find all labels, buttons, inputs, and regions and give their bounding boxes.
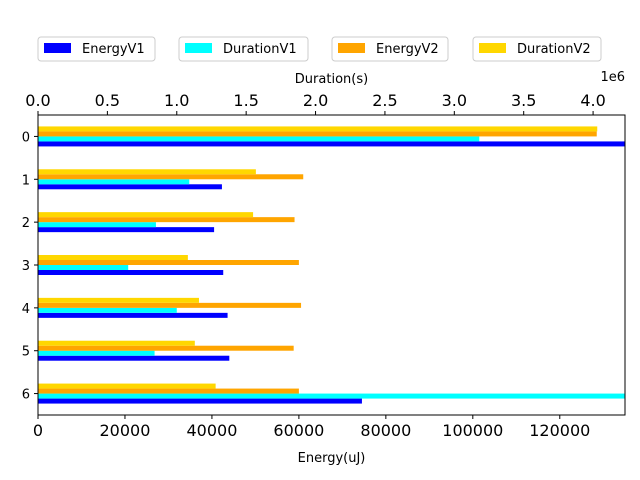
legend-label: DurationV1 (223, 42, 297, 57)
bar-energyv2-5 (38, 345, 294, 351)
y-tick-label: 1 (22, 173, 30, 188)
bar-durationv2-3 (38, 255, 188, 260)
legend-label: DurationV2 (517, 42, 591, 57)
bar-durationv1-1 (38, 179, 190, 185)
bar-durationv2-1 (38, 169, 256, 175)
y-tick-label: 6 (22, 388, 30, 403)
bar-durationv2-2 (38, 212, 254, 218)
bar-energyv1-3 (38, 270, 224, 275)
x-top-tick-label: 1.5 (233, 91, 258, 110)
x-bottom-tick-label: 0 (33, 421, 43, 440)
x-top-tick-label: 3.0 (442, 91, 467, 110)
y-tick-label: 3 (22, 259, 30, 274)
bar-durationv2-0 (38, 126, 598, 132)
bar-energyv1-2 (38, 227, 215, 233)
bar-energyv1-6 (38, 398, 362, 404)
x-top-offset-text: 1e6 (600, 70, 625, 85)
legend-label: EnergyV2 (376, 42, 439, 57)
x-top-tick-label: 2.0 (303, 91, 328, 110)
y-tick-label: 4 (22, 302, 30, 317)
x-bottom-tick-label: 20000 (100, 421, 151, 440)
x-top-tick-label: 4.0 (580, 91, 605, 110)
bar-energyv1-5 (38, 355, 230, 361)
bar-energyv1-4 (38, 312, 228, 318)
x-top-tick-label: 0.5 (95, 91, 120, 110)
bar-energyv2-3 (38, 260, 299, 265)
y-tick-label: 2 (22, 216, 30, 231)
legend-swatch-durationv2 (479, 43, 506, 53)
bar-energyv2-2 (38, 217, 295, 223)
legend-label: EnergyV1 (82, 42, 145, 57)
bar-durationv1-2 (38, 222, 156, 228)
bar-energyv1-1 (38, 184, 222, 190)
bar-durationv1-0 (38, 136, 480, 142)
x-top-tick-label: 0.0 (25, 91, 50, 110)
legend-swatch-durationv1 (185, 43, 212, 53)
legend-swatch-energyv1 (44, 43, 71, 53)
bar-energyv2-0 (38, 131, 597, 137)
x-bottom-tick-label: 40000 (186, 421, 237, 440)
x-top-tick-label: 3.5 (511, 91, 536, 110)
x-bottom-axis-label: Energy(uJ) (298, 451, 366, 466)
bar-durationv1-3 (38, 265, 129, 270)
bar-durationv2-5 (38, 340, 195, 346)
x-bottom-tick-label: 60000 (273, 421, 324, 440)
bar-durationv1-4 (38, 307, 177, 313)
bar-durationv2-4 (38, 297, 199, 303)
y-tick-label: 0 (22, 130, 30, 145)
x-top-tick-label: 2.5 (372, 91, 397, 110)
bar-energyv2-6 (38, 388, 299, 394)
bar-energyv2-1 (38, 174, 304, 180)
bar-energyv1-0 (38, 141, 625, 147)
bar-energyv2-4 (38, 302, 302, 308)
x-top-tick-label: 1.0 (164, 91, 189, 110)
y-tick-label: 5 (22, 345, 30, 360)
bar-durationv2-6 (38, 383, 216, 389)
legend-swatch-energyv2 (338, 43, 365, 53)
bar-durationv1-5 (38, 350, 155, 356)
x-bottom-tick-label: 100000 (442, 421, 503, 440)
x-top-axis-label: Duration(s) (295, 72, 368, 87)
x-bottom-tick-label: 120000 (529, 421, 590, 440)
x-bottom-tick-label: 80000 (360, 421, 411, 440)
bar-durationv1-6 (38, 393, 625, 399)
